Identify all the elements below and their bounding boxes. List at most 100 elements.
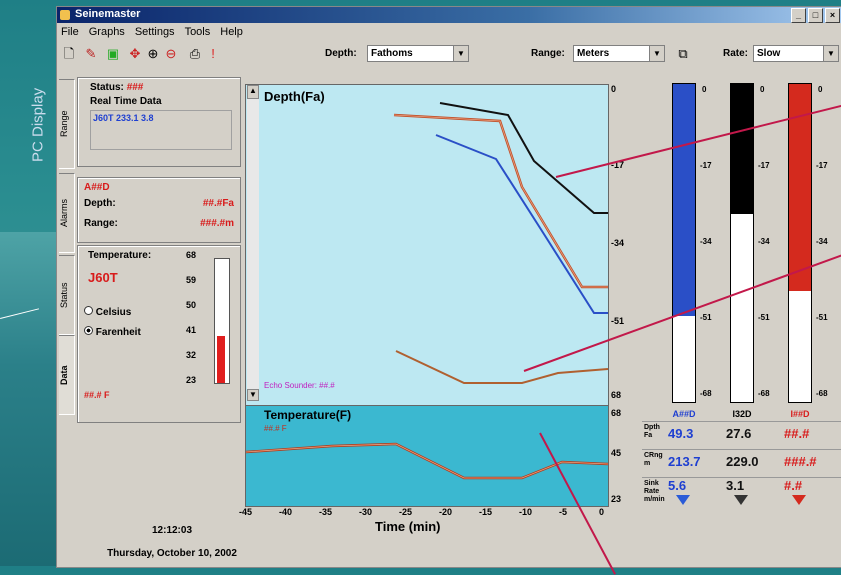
stats-value: 49.3 — [668, 426, 694, 441]
alarm-depth-label: Depth: — [84, 198, 116, 209]
temperature-plot-value: ##.# F — [264, 424, 287, 433]
series-orange-inner — [393, 114, 608, 288]
temperature-reading: ##.# F — [84, 390, 110, 400]
range-select[interactable]: Meters ▼ — [573, 45, 665, 62]
toolbar: 🗋 ✎ ▣ ✥ ⊕ ⊖ ⎙ ! Depth: Fathoms ▼ Range: … — [57, 41, 841, 67]
bar-tick: 0 — [760, 85, 765, 94]
temperature-scale-tick: 32 — [186, 350, 197, 360]
bar-tick: -51 — [758, 313, 770, 322]
bar-tick: -68 — [816, 389, 828, 398]
right-axis: 0 -17 -34 -51 68 68 45 23 — [609, 84, 637, 504]
range-select-value: Meters — [577, 48, 610, 59]
clock: 12:12:03 Thursday, October 10, 2002 — [97, 525, 247, 559]
menu-graphs[interactable]: Graphs — [88, 26, 125, 38]
alarm-depth-value: ##.#Fa — [202, 198, 234, 209]
stats-row: Dpth Fa 49.3 27.6 ##.# — [642, 421, 841, 448]
realtime-label: Real Time Data — [90, 96, 162, 107]
print-icon[interactable]: ⎙ — [189, 46, 201, 61]
menu-file[interactable]: File — [61, 26, 79, 38]
alarm-icon[interactable]: ! — [211, 46, 215, 61]
celsius-radio[interactable]: Celsius — [84, 306, 131, 318]
scroll-up-icon[interactable]: ▲ — [247, 85, 259, 99]
stats-label: Sink Rate m/min — [644, 480, 665, 503]
app-window: Seinemaster _ □ × File Graphs Settings T… — [56, 6, 841, 568]
menu-tools[interactable]: Tools — [184, 26, 211, 38]
zoom-in-icon[interactable]: ⊕ — [147, 46, 159, 61]
app-icon — [60, 10, 70, 20]
x-tick: -40 — [279, 507, 293, 517]
rate-label: Rate: — [723, 48, 749, 59]
temp-tick: 68 — [611, 408, 622, 418]
alarm-title: A##D — [84, 182, 110, 193]
depth-tick: 0 — [611, 84, 617, 94]
tab-alarms[interactable]: Alarms — [59, 173, 75, 253]
tab-status[interactable]: Status — [59, 255, 75, 335]
tab-data[interactable]: Data — [59, 335, 75, 415]
fahrenheit-radio[interactable]: Farenheit — [84, 326, 141, 338]
x-tick: -25 — [399, 507, 413, 517]
left-panel: Range Alarms Status Data Status: ### Rea… — [59, 73, 243, 431]
new-file-icon[interactable]: 🗋 — [63, 46, 75, 61]
chevron-down-icon: ▼ — [823, 46, 838, 61]
x-tick: -30 — [359, 507, 373, 517]
temperature-box: Temperature: J60T Celsius Farenheit ##.#… — [77, 245, 241, 423]
side-label: PC Display — [29, 87, 47, 163]
range-label: Range: — [531, 48, 565, 59]
rate-select-value: Slow — [757, 48, 781, 59]
depth-tick: -51 — [611, 316, 625, 326]
x-tick: 0 — [599, 507, 605, 517]
depth-scrollbar[interactable]: ▲ ▼ — [247, 85, 259, 401]
chart-icon[interactable]: ▣ — [106, 46, 120, 61]
alarm-box: A##D Depth: ##.#Fa Range: ###.#m — [77, 177, 241, 243]
bar-tick: -51 — [816, 313, 828, 322]
zoom-out-icon[interactable]: ⊖ — [165, 46, 177, 61]
close-icon[interactable]: × — [825, 8, 840, 23]
stats-row: CRng m 213.7 229.0 ###.# — [642, 449, 841, 476]
depth-bar — [672, 83, 696, 403]
stats-value: 27.6 — [726, 426, 752, 441]
temperature-plot-title: Temperature(F) — [264, 408, 352, 422]
tab-range[interactable]: Range — [59, 79, 75, 169]
bar-tick: -68 — [758, 389, 770, 398]
menu-help[interactable]: Help — [220, 26, 243, 38]
bar-name: I##D — [790, 409, 810, 419]
bar-tick: -68 — [700, 389, 712, 398]
menu-bar: File Graphs Settings Tools Help — [57, 24, 841, 40]
temperature-scale-tick: 50 — [186, 300, 197, 310]
pan-icon[interactable]: ✥ — [129, 46, 141, 61]
bar-name: I32D — [732, 409, 752, 419]
stats-value: ###.# — [784, 454, 817, 469]
scroll-down-icon[interactable]: ▼ — [247, 389, 259, 401]
temp-series-inner — [246, 443, 608, 479]
edit-icon[interactable]: ✎ — [85, 46, 97, 61]
temperature-plot: Temperature(F) ##.# F — [245, 405, 609, 507]
stats-row: Sink Rate m/min 5.6 3.1 #.# — [642, 477, 841, 504]
depth-plot-svg — [393, 102, 608, 384]
maximize-icon[interactable]: □ — [808, 8, 823, 23]
depth-bar — [788, 83, 812, 403]
bar-tick: -17 — [758, 161, 770, 170]
minimize-icon[interactable]: _ — [791, 8, 806, 23]
depth-bar-fill — [673, 84, 695, 317]
realtime-value: J60T 233.1 3.8 — [93, 113, 154, 123]
depth-bar — [730, 83, 754, 403]
depth-select[interactable]: Fathoms ▼ — [367, 45, 469, 62]
stats-value: 229.0 — [726, 454, 759, 469]
window-layout-icon[interactable]: ⧉ — [678, 46, 688, 61]
depth-plot-title: Depth(Fa) — [264, 89, 325, 104]
temperature-plot-svg — [246, 442, 608, 480]
stats-label: CRng m — [644, 452, 663, 467]
menu-settings[interactable]: Settings — [134, 26, 175, 38]
series-blue — [435, 134, 608, 314]
bar-name: A##D — [672, 409, 696, 419]
down-arrow-icon — [676, 495, 690, 505]
bar-tick: -34 — [816, 237, 828, 246]
title-bar: Seinemaster _ □ × — [57, 7, 841, 23]
x-tick: -45 — [239, 507, 253, 517]
depth-select-value: Fathoms — [371, 48, 413, 59]
celsius-label: Celsius — [95, 307, 132, 318]
temp-tick: 45 — [611, 448, 622, 458]
series-black — [439, 102, 608, 214]
rate-select[interactable]: Slow ▼ — [753, 45, 839, 62]
bar-tick: 0 — [702, 85, 707, 94]
